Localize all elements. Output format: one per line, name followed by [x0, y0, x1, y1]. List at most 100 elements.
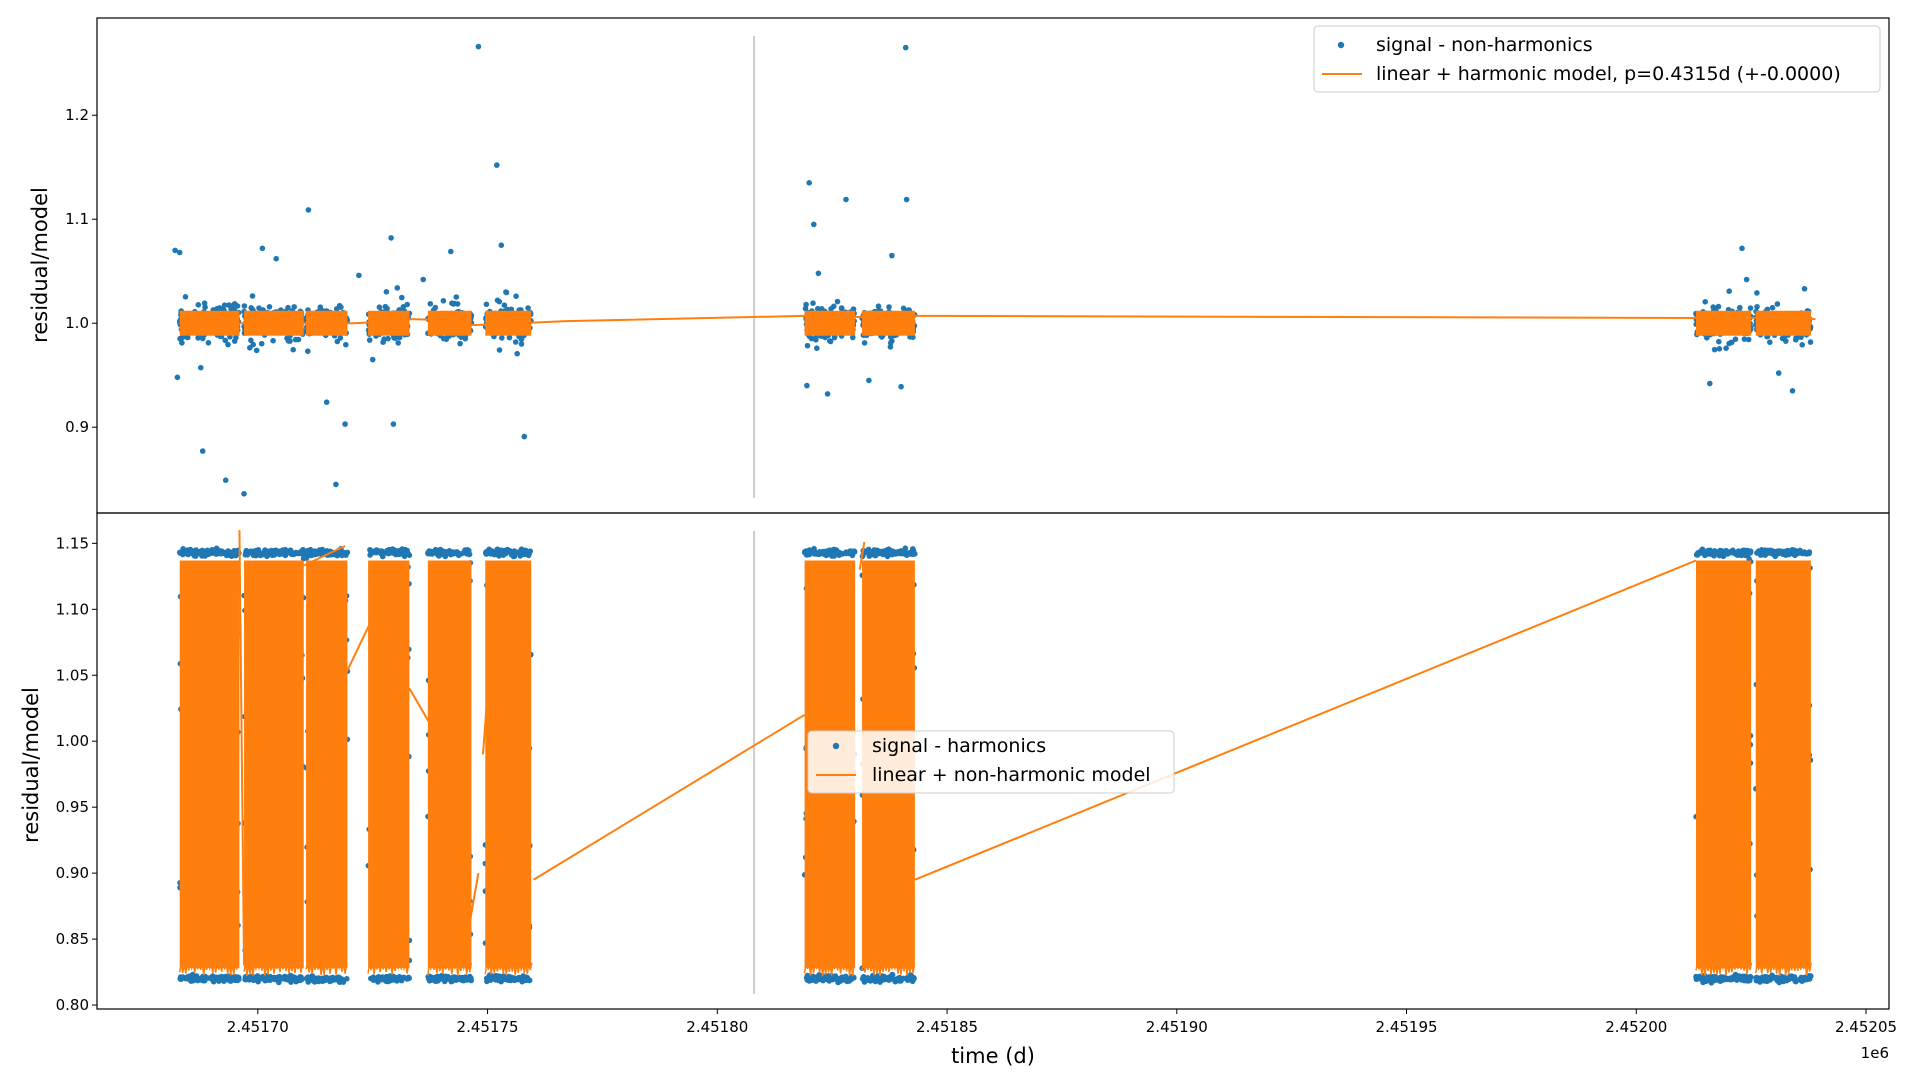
scatter-point [1789, 388, 1796, 394]
scatter-point [1793, 977, 1799, 984]
scatter-point [249, 293, 256, 299]
scatter-point [303, 549, 310, 556]
scatter-point [336, 976, 343, 983]
scatter-point [344, 976, 350, 982]
scatter-point [875, 303, 882, 310]
scatter-point [1754, 290, 1760, 296]
scatter-point [1747, 548, 1754, 554]
scatter-point [392, 976, 399, 982]
scatter-point [1754, 549, 1761, 556]
bottom-legend-scatter-marker [832, 742, 840, 750]
scatter-point [221, 302, 228, 309]
scatter-point [441, 550, 448, 557]
scatter-point [818, 306, 825, 312]
scatter-point [176, 249, 183, 256]
scatter-point [339, 552, 345, 559]
scatter-point [406, 975, 413, 981]
scatter-point [1702, 299, 1708, 305]
scatter-point [310, 551, 316, 558]
y-tick-label: 1.10 [56, 600, 89, 618]
scatter-point [838, 305, 845, 311]
scatter-point [367, 547, 373, 553]
scatter-point [194, 975, 200, 981]
scatter-point [1799, 975, 1806, 982]
scatter-point [850, 334, 856, 341]
x-tick-label: 2.45190 [1146, 1018, 1208, 1036]
scatter-point [205, 340, 212, 346]
scatter-point [371, 976, 377, 983]
scatter-point [456, 976, 462, 982]
x-tick-label: 2.45170 [227, 1018, 289, 1036]
x-tick-label: 2.45200 [1605, 1018, 1667, 1036]
scatter-point [400, 304, 407, 310]
scatter-point [395, 340, 402, 346]
scatter-point [886, 304, 892, 310]
scatter-point [849, 548, 856, 555]
scatter-point [432, 304, 439, 311]
model-block [427, 560, 472, 969]
scatter-point [518, 341, 525, 347]
scatter-point [1769, 972, 1775, 979]
model-line [367, 959, 410, 975]
scatter-point [504, 546, 511, 553]
scatter-point [1793, 335, 1799, 341]
scatter-point [376, 304, 383, 311]
scatter-point [482, 550, 489, 556]
y-tick-label: 1.0 [65, 314, 89, 332]
scatter-point [293, 977, 299, 983]
scatter-point [1754, 304, 1760, 310]
scatter-point [1746, 975, 1753, 981]
scatter-point [843, 196, 849, 203]
model-block [1755, 310, 1811, 336]
scatter-point [802, 305, 809, 312]
scatter-point [455, 550, 462, 557]
y-tick-label: 1.05 [56, 666, 89, 684]
scatter-point [1705, 977, 1712, 983]
scatter-point [808, 335, 815, 342]
scatter-point [806, 978, 813, 984]
scatter-point [223, 552, 230, 559]
model-block [862, 310, 915, 336]
scatter-point [1747, 305, 1754, 311]
scatter-point [1798, 334, 1804, 340]
scatter-point [178, 976, 184, 982]
scatter-point [518, 549, 525, 556]
scatter-point [829, 552, 835, 559]
scatter-point [806, 180, 812, 186]
scatter-point [1723, 345, 1729, 352]
scatter-point [1767, 339, 1773, 346]
scatter-point [342, 421, 348, 427]
scatter-point [907, 976, 913, 982]
scatter-point [824, 391, 831, 397]
scatter-point [514, 350, 520, 357]
scatter-point [453, 294, 460, 300]
scatter-point [1766, 548, 1773, 554]
scatter-point [1801, 286, 1808, 292]
scatter-point [457, 340, 463, 347]
scatter-point [496, 298, 503, 305]
scatter-point [859, 976, 866, 982]
scatter-point [1695, 551, 1701, 557]
top-panel-y-axis-label: residual/model [28, 187, 52, 343]
scatter-point [448, 248, 454, 255]
model-line [179, 314, 1816, 327]
y-tick-label: 0.90 [56, 864, 89, 882]
scatter-point [902, 44, 909, 51]
scatter-point [446, 549, 453, 556]
model-block [179, 560, 240, 969]
scatter-point [1734, 975, 1741, 982]
scatter-point [200, 973, 207, 980]
scatter-point [343, 341, 349, 348]
scatter-point [270, 975, 276, 981]
scatter-point [1783, 548, 1790, 554]
scatter-point [198, 548, 205, 555]
scatter-point [217, 548, 224, 554]
scatter-point [182, 294, 189, 300]
scatter-point [511, 553, 518, 560]
scatter-point [285, 549, 292, 555]
scatter-point [866, 377, 872, 384]
bottom-panel-frame [96, 512, 1890, 1010]
scatter-point [902, 545, 909, 551]
model-line [914, 559, 1697, 881]
x-tick-label: 2.45185 [916, 1018, 978, 1036]
